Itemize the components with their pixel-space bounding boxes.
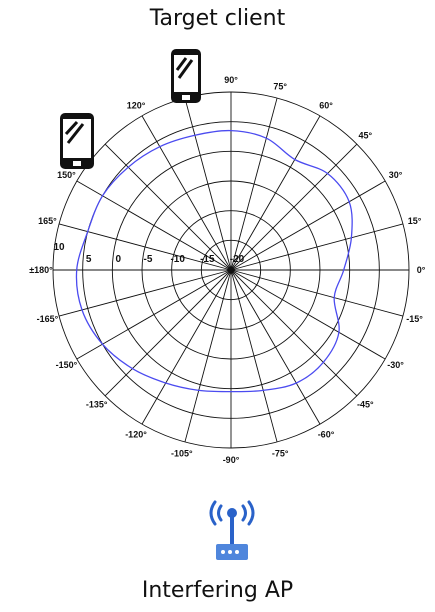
- radiation-pattern-line: [75, 129, 353, 393]
- grid-spoke: [230, 269, 386, 360]
- polar-labels: 0° 15° 30° 45° 60° 75° 90° 120° 150° 165° ±180° -16…: [29, 75, 425, 465]
- grid-spoke: [230, 269, 278, 443]
- radial-tick-label: 10: [53, 242, 65, 253]
- angle-tick-label: -165°: [37, 314, 59, 324]
- grid-spoke: [184, 269, 232, 443]
- target-client-title: Target client: [149, 6, 286, 31]
- radial-tick-label: 5: [86, 254, 92, 265]
- wifi-router-icon: [209, 500, 255, 560]
- radial-tick-label: 0: [116, 254, 122, 265]
- grid-spoke: [76, 269, 232, 360]
- angle-tick-label: 150°: [57, 170, 76, 180]
- center-point: [228, 267, 234, 273]
- angle-tick-label: 45°: [359, 131, 373, 141]
- grid-spoke: [141, 269, 232, 425]
- radial-tick-label: -20: [230, 254, 245, 265]
- grid-spoke: [230, 269, 358, 397]
- angle-tick-label: 60°: [319, 100, 333, 110]
- angle-tick-label: 0°: [417, 265, 426, 275]
- smartphone-icon: [171, 49, 201, 103]
- smartphone-icon: [60, 113, 94, 169]
- angle-tick-label: 75°: [273, 81, 287, 91]
- grid-spoke: [230, 97, 278, 271]
- grid-spoke: [230, 269, 404, 317]
- polar-grid: [52, 91, 410, 449]
- angle-tick-label: -135°: [86, 399, 108, 409]
- angle-tick-label: -15°: [406, 314, 423, 324]
- angle-tick-label: 120°: [127, 100, 146, 110]
- grid-spoke: [230, 143, 358, 271]
- radial-tick-label: -10: [170, 254, 185, 265]
- radial-tick-label: -5: [144, 254, 153, 265]
- angle-tick-label: 30°: [389, 170, 403, 180]
- angle-tick-label: 15°: [408, 216, 422, 226]
- angle-tick-label: ±180°: [29, 265, 53, 275]
- angle-tick-label: -60°: [318, 430, 335, 440]
- grid-spoke: [104, 269, 232, 397]
- grid-spoke: [230, 223, 404, 271]
- grid-spoke: [141, 115, 232, 271]
- angle-tick-label: -75°: [272, 449, 289, 459]
- grid-spoke: [230, 269, 321, 425]
- angle-tick-label: -150°: [56, 360, 78, 370]
- grid-spoke: [58, 269, 232, 317]
- angle-tick-label: -90°: [223, 455, 240, 465]
- grid-spoke: [184, 97, 232, 271]
- angle-tick-label: 90°: [224, 75, 238, 85]
- grid-spoke: [230, 180, 386, 271]
- angle-tick-label: -30°: [387, 360, 404, 370]
- angle-tick-label: -45°: [357, 399, 374, 409]
- interfering-ap-title: Interfering AP: [141, 578, 294, 603]
- angle-tick-label: -105°: [171, 449, 193, 459]
- angle-tick-label: 165°: [38, 216, 57, 226]
- grid-spoke: [104, 143, 232, 271]
- grid-spoke: [230, 115, 321, 271]
- radial-tick-label: -15: [200, 254, 215, 265]
- angle-tick-label: -120°: [125, 430, 147, 440]
